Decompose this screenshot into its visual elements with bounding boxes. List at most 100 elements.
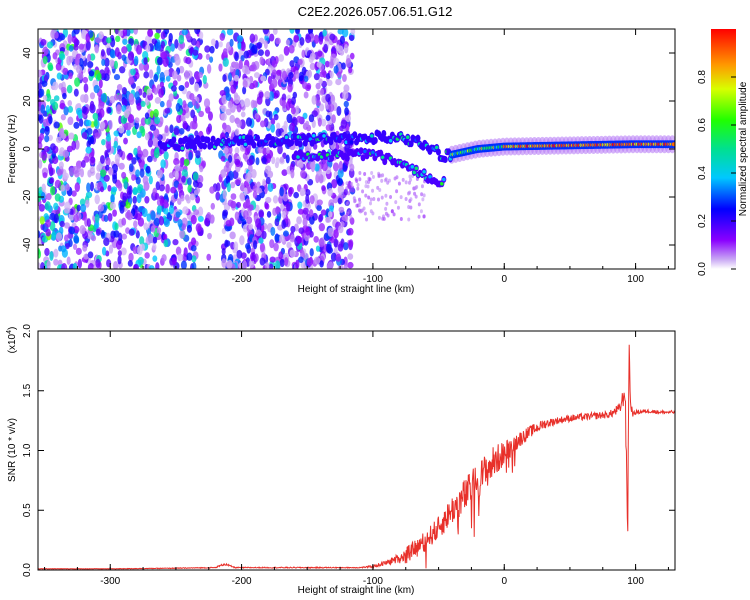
heatmap-cell <box>87 251 94 259</box>
heatmap-cell <box>234 179 241 186</box>
heatmap-cell <box>186 196 191 204</box>
heatmap-cell <box>114 29 119 35</box>
heatmap-cell <box>196 181 203 189</box>
heatmap-cell <box>69 167 75 177</box>
heatmap-cell <box>178 84 185 92</box>
heatmap-cell <box>419 209 423 214</box>
heatmap-cell <box>78 43 85 50</box>
heatmap-cell <box>240 111 246 118</box>
heatmap-cell <box>232 170 239 180</box>
heatmap-cell <box>236 35 244 43</box>
heatmap-cell <box>191 98 197 106</box>
heatmap-cell <box>277 144 283 155</box>
heatmap-cell <box>162 57 169 68</box>
heatmap-cell <box>315 82 321 90</box>
heatmap-cell <box>210 202 215 210</box>
heatmap-cell <box>258 209 264 218</box>
heatmap-cell <box>190 109 196 119</box>
spectrogram-ytick-label: 20 <box>22 95 33 107</box>
heatmap-cell <box>324 60 330 68</box>
heatmap-cell <box>175 246 182 256</box>
heatmap-cell <box>251 44 258 54</box>
heatmap-cell <box>313 34 320 44</box>
heatmap-cell <box>206 63 212 74</box>
heatmap-cell <box>399 195 403 200</box>
heatmap-cell <box>86 128 93 135</box>
heatmap-cell <box>352 131 358 139</box>
heatmap-cell <box>363 171 367 176</box>
heatmap-cell <box>128 185 133 195</box>
heatmap-cell <box>180 115 186 122</box>
heatmap-cell <box>250 168 257 179</box>
heatmap-cell <box>220 112 227 121</box>
snr-ytick-label: 2.0 <box>22 324 33 338</box>
heatmap-cell <box>377 215 381 220</box>
heatmap-cell <box>107 184 112 192</box>
heatmap-cell <box>337 29 344 35</box>
heatmap-cell <box>163 69 170 77</box>
heatmap-cell <box>143 71 150 79</box>
heatmap-cell <box>66 256 71 265</box>
heatmap-cell <box>384 177 388 182</box>
snr-ylabel: SNR (10 * v/v) <box>7 418 18 482</box>
heatmap-cell <box>181 169 188 178</box>
heatmap-cell <box>191 143 197 151</box>
heatmap-cell <box>73 44 79 51</box>
heatmap-cell <box>55 232 63 242</box>
heatmap-cell <box>242 260 248 269</box>
heatmap-cell <box>370 134 374 138</box>
snr-xtick-label: -300 <box>100 576 120 587</box>
heatmap-cell <box>168 32 173 43</box>
heatmap-cell <box>106 107 112 114</box>
heatmap-cell <box>270 226 276 236</box>
heatmap-cell <box>128 76 135 85</box>
heatmap-cell <box>197 174 204 184</box>
heatmap-cell <box>73 214 79 223</box>
heatmap-cell <box>270 118 276 126</box>
heatmap-cell <box>233 74 240 82</box>
heatmap-cell <box>147 29 154 37</box>
heatmap-cell <box>297 201 303 209</box>
heatmap-cell <box>316 61 322 68</box>
heatmap-cell <box>184 81 190 89</box>
heatmap-cell <box>228 155 233 163</box>
heatmap-cell <box>363 149 367 154</box>
heatmap-cell <box>103 237 110 247</box>
heatmap-cell <box>264 262 270 269</box>
heatmap-cell <box>435 148 441 156</box>
heatmap-cell <box>320 209 327 216</box>
heatmap-cell <box>322 29 328 37</box>
heatmap-cell <box>372 136 378 144</box>
heatmap-cell <box>296 155 300 159</box>
heatmap-cell <box>302 207 309 215</box>
heatmap-cell <box>197 206 204 217</box>
heatmap-cell <box>197 53 203 60</box>
heatmap-cell <box>158 88 164 98</box>
heatmap-cell <box>361 189 365 194</box>
heatmap-cell <box>380 195 384 200</box>
heatmap-cell <box>299 187 306 196</box>
heatmap-cell <box>306 257 314 266</box>
heatmap-cell <box>279 186 284 197</box>
snr-series-line <box>38 344 675 570</box>
heatmap-cell <box>349 140 354 144</box>
heatmap-cell <box>396 205 400 210</box>
heatmap-cell <box>139 243 145 252</box>
heatmap-cell <box>407 180 411 185</box>
heatmap-cell <box>175 211 181 218</box>
heatmap-cell <box>318 36 324 45</box>
heatmap-cell <box>139 168 145 178</box>
heatmap-cell <box>337 45 344 54</box>
heatmap-cell <box>238 59 243 70</box>
heatmap-cell <box>337 184 345 195</box>
heatmap-cell <box>225 108 232 116</box>
heatmap-cell <box>257 146 264 154</box>
heatmap-cell <box>179 157 184 168</box>
heatmap-cell <box>263 40 268 49</box>
heatmap-cell <box>345 212 349 217</box>
heatmap-cell <box>227 100 233 109</box>
heatmap-cell <box>160 40 166 49</box>
heatmap-cell <box>290 169 295 179</box>
heatmap-cell <box>382 158 388 166</box>
heatmap-cell <box>202 142 208 150</box>
